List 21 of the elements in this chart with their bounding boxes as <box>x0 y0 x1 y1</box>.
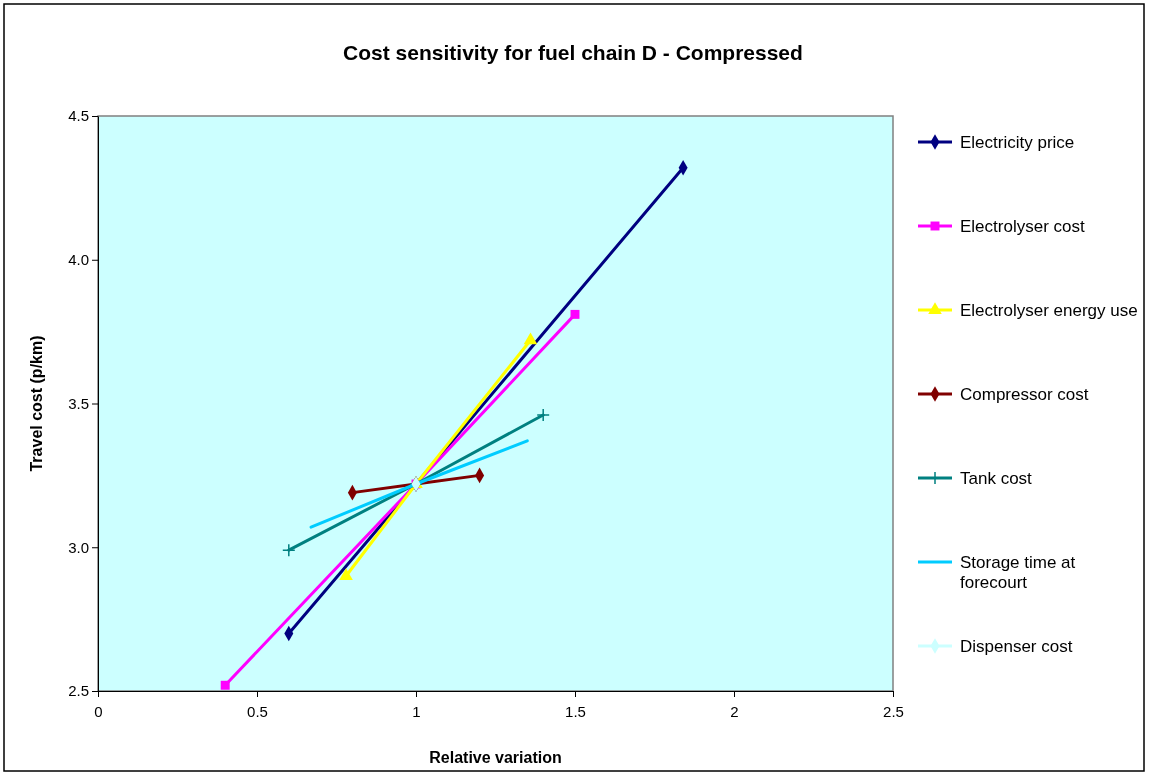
x-tick-label: 1 <box>412 702 421 720</box>
y-axis-title: Travel cost (p/km) <box>28 335 45 472</box>
y-tick-label: 4.5 <box>68 107 89 125</box>
legend-label: Storage time at forecourt <box>960 553 1076 592</box>
y-tick-label: 3.0 <box>68 538 89 556</box>
x-tick-label: 1.5 <box>565 702 586 720</box>
legend-label: Electrolyser cost <box>960 217 1085 236</box>
y-tick-label: 2.5 <box>68 682 89 700</box>
x-tick-label: 2.5 <box>883 702 904 720</box>
y-tick-label: 3.5 <box>68 394 89 412</box>
x-axis-title: Relative variation <box>429 749 562 766</box>
legend-label: Electrolyser energy use <box>960 301 1138 320</box>
x-tick-label: 2 <box>730 702 739 720</box>
x-tick-label: 0.5 <box>247 702 268 720</box>
legend-label: Electricity price <box>960 133 1075 152</box>
y-tick-label: 4.0 <box>68 251 89 269</box>
legend-label: Compressor cost <box>960 385 1089 404</box>
chart-title: Cost sensitivity for fuel chain D - Compressed <box>343 41 803 64</box>
legend-label: Tank cost <box>960 469 1033 488</box>
x-tick-label: 0 <box>94 702 103 720</box>
legend-label: Dispenser cost <box>960 637 1073 656</box>
